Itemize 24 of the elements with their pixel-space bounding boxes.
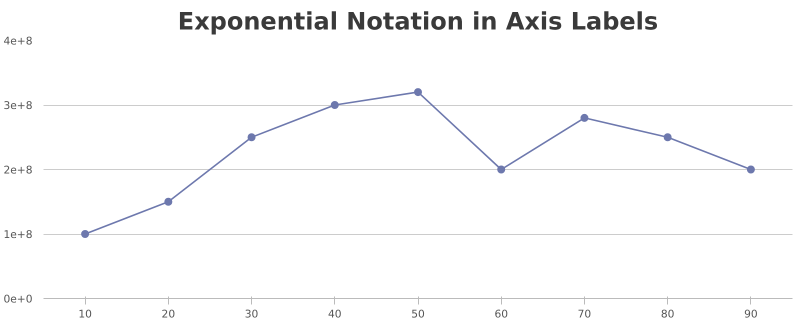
point — [664, 133, 672, 142]
x-tick-label: 80 — [660, 308, 675, 320]
x-tick-label: 60 — [494, 308, 508, 320]
point — [81, 230, 90, 238]
y-tick-label: 3e+8 — [3, 99, 33, 112]
x-tick-label: 90 — [744, 308, 758, 320]
y-tick-label: 2e+8 — [3, 164, 33, 176]
y-tick-label: 4e+8 — [3, 34, 33, 48]
y-tick-label: 0e+0 — [3, 292, 33, 306]
x-tick-label: 20 — [162, 308, 176, 320]
point — [497, 166, 506, 174]
point — [414, 88, 422, 96]
point — [248, 133, 256, 142]
point — [746, 166, 755, 174]
point — [330, 101, 339, 109]
x-tick-label: 50 — [411, 308, 425, 320]
point — [164, 198, 172, 206]
point — [580, 114, 588, 122]
y-tick-label: 1e+8 — [3, 228, 33, 241]
chart-title: Exponential Notation in Axis Labels — [178, 8, 658, 36]
x-tick-label: 10 — [78, 308, 92, 320]
x-tick-label: 30 — [244, 308, 259, 320]
x-tick-label: 40 — [328, 308, 342, 320]
x-tick-label: 70 — [578, 308, 592, 320]
